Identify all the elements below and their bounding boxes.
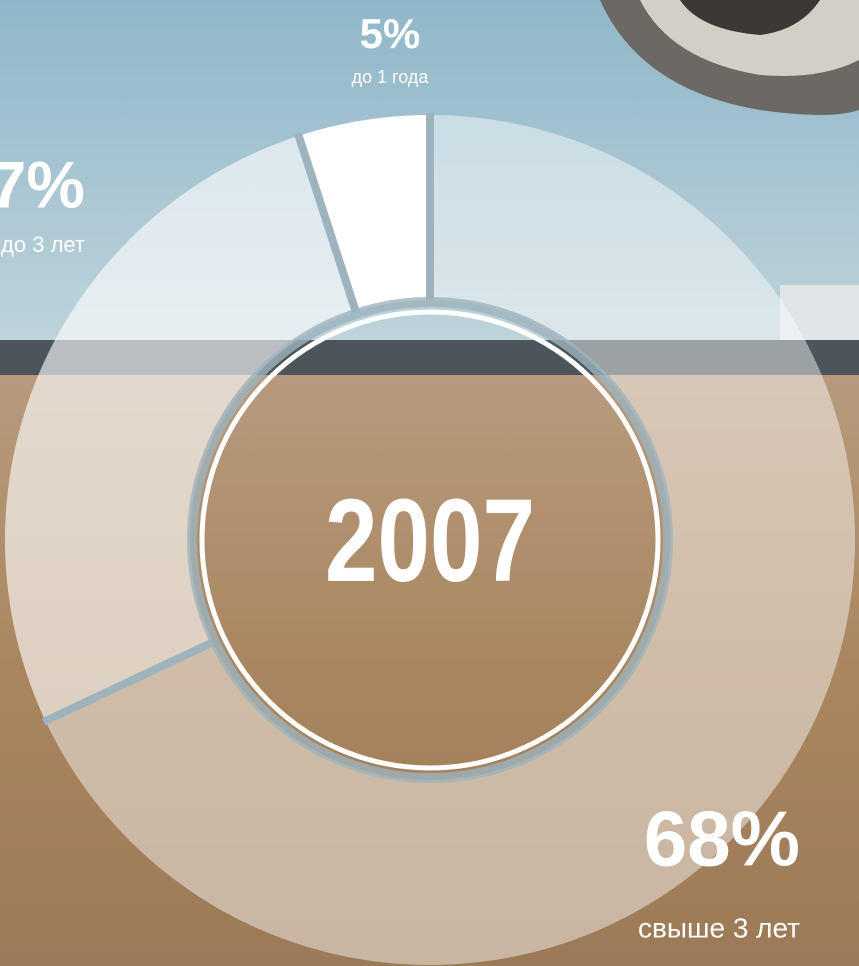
value-label: 5% <box>360 10 421 57</box>
chart-title: 2007 <box>325 474 535 607</box>
donut <box>5 113 856 965</box>
slice-separator <box>41 638 215 726</box>
slice <box>298 115 430 312</box>
center-circle <box>199 309 661 771</box>
category-label: до 1 года <box>352 67 430 87</box>
slice <box>45 115 856 965</box>
value-label: 68% <box>644 795 800 883</box>
value-label: 27% <box>0 147 85 221</box>
category-label: от 1 до 3 лет <box>0 232 85 257</box>
slice-separator <box>294 132 360 313</box>
slice <box>5 135 356 721</box>
inner-ring <box>187 297 673 783</box>
category-label: свыше 3 лет <box>638 912 800 943</box>
